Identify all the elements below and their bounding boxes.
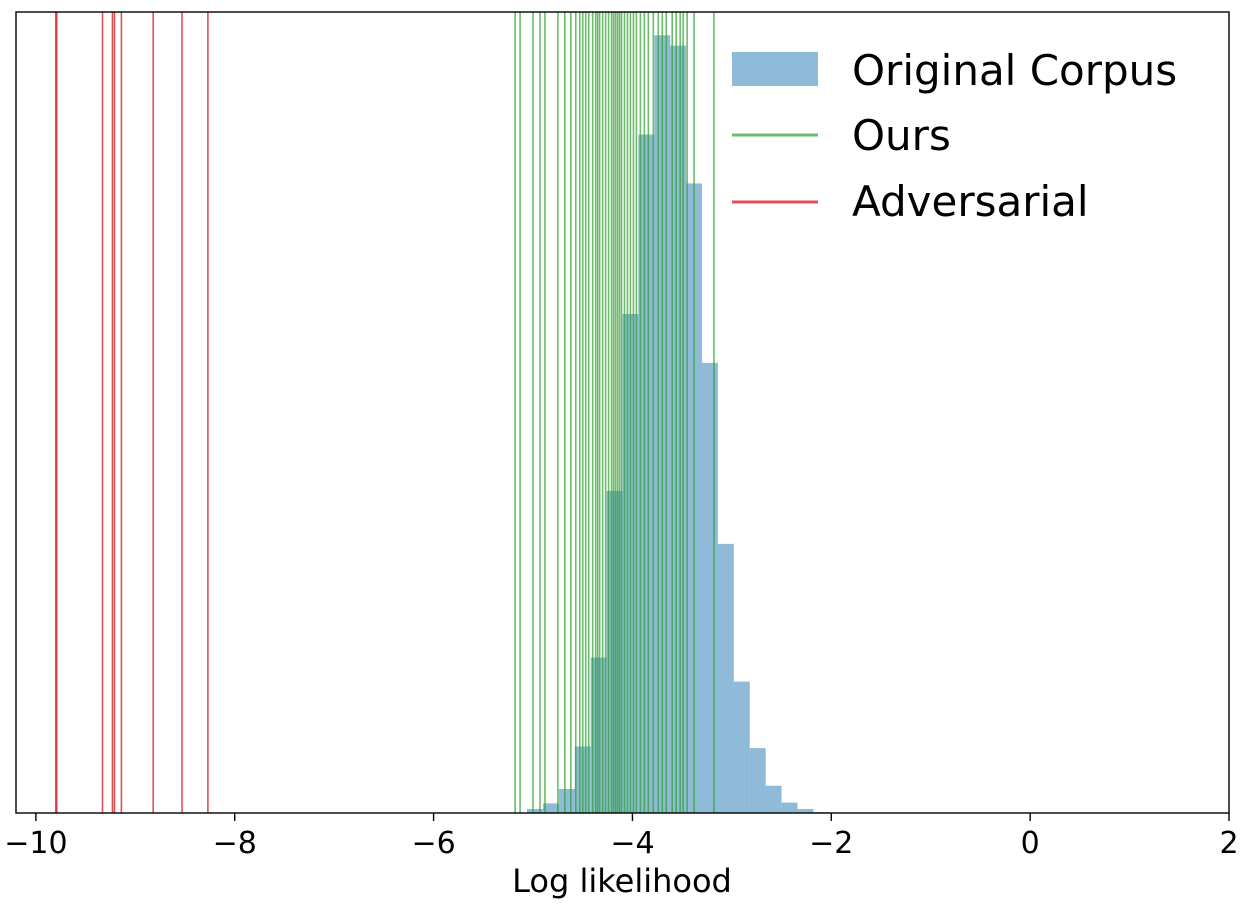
x-tick-label: −2 — [809, 826, 853, 861]
legend: Original Corpus Ours Adversarial — [732, 46, 1177, 226]
histogram-bar — [670, 45, 687, 814]
adversarial-lines — [54, 12, 209, 813]
legend-label-ours: Ours — [852, 111, 951, 160]
x-tick-label: −8 — [213, 826, 257, 861]
x-tick-label: 2 — [1219, 826, 1238, 861]
histogram-bar — [558, 788, 575, 813]
x-tick-label: −10 — [4, 826, 67, 861]
histogram-bar — [797, 808, 814, 813]
histogram-bars — [527, 35, 830, 814]
histogram-bar — [542, 803, 559, 813]
legend-label-original-corpus: Original Corpus — [852, 46, 1177, 95]
histogram-bar — [733, 681, 750, 813]
ours-lines — [514, 12, 715, 813]
histogram-bar — [717, 543, 734, 813]
x-tick-label: 0 — [1021, 826, 1040, 861]
histogram-bar — [702, 362, 718, 813]
histogram-bar — [749, 748, 766, 813]
x-axis: −10 −8 −6 −4 −2 0 2 — [4, 813, 1239, 861]
histogram-bar — [638, 134, 655, 814]
histogram-bar — [781, 802, 798, 813]
plot-frame — [15, 11, 1230, 814]
legend-label-adversarial: Adversarial — [852, 177, 1089, 226]
histogram-bar — [527, 808, 543, 813]
x-tick-label: −4 — [610, 826, 654, 861]
x-axis-label: Log likelihood — [512, 862, 732, 900]
legend-swatch-original-corpus — [732, 52, 818, 86]
histogram-bar — [606, 490, 623, 813]
histogram-bar — [765, 785, 782, 813]
x-tick-label: −6 — [411, 826, 455, 861]
